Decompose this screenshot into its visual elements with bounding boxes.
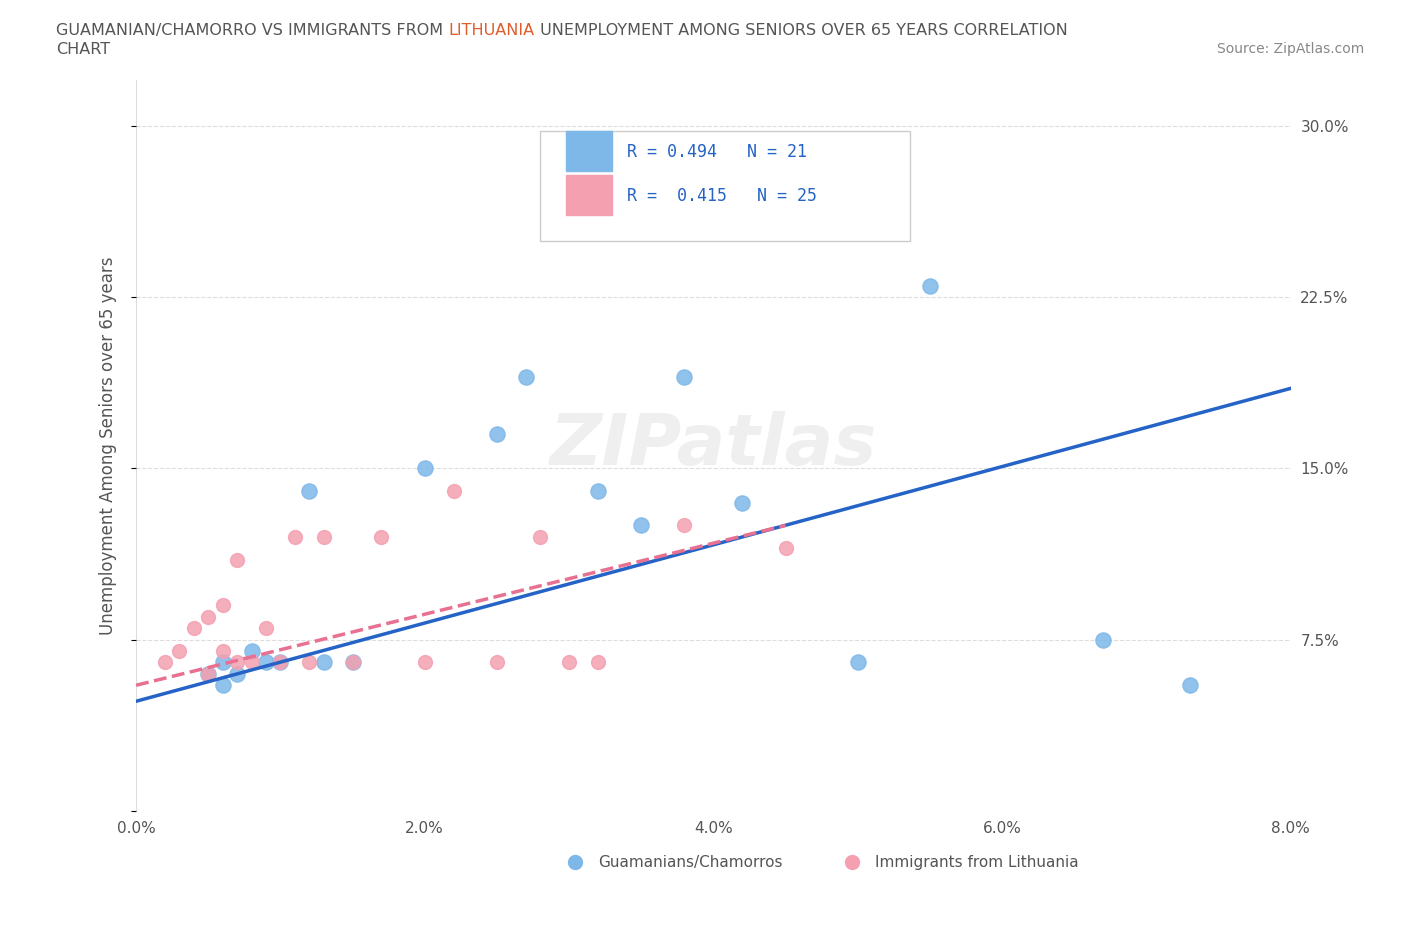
FancyBboxPatch shape: [565, 175, 612, 215]
Point: [211, 644, 233, 658]
Point: [443, 484, 465, 498]
Point: [918, 278, 941, 293]
Text: Immigrants from Lithuania: Immigrants from Lithuania: [875, 855, 1078, 870]
Point: [630, 518, 652, 533]
Point: [197, 667, 219, 682]
Point: [254, 655, 277, 670]
Point: [169, 644, 191, 658]
Point: [226, 655, 249, 670]
Point: [413, 655, 436, 670]
Point: [226, 552, 249, 567]
Point: [342, 655, 364, 670]
Point: [846, 655, 869, 670]
Point: [211, 678, 233, 693]
Point: [197, 667, 219, 682]
Point: [312, 529, 335, 544]
Text: R = 0.494   N = 21: R = 0.494 N = 21: [627, 142, 807, 161]
FancyBboxPatch shape: [540, 131, 910, 241]
Point: [1091, 632, 1114, 647]
Point: [1178, 678, 1201, 693]
Point: [485, 655, 508, 670]
Point: [558, 655, 581, 670]
Text: R =  0.415   N = 25: R = 0.415 N = 25: [627, 187, 817, 205]
Point: [586, 655, 609, 670]
Point: [586, 484, 609, 498]
Point: [673, 369, 696, 384]
Point: [413, 461, 436, 476]
Point: [298, 655, 321, 670]
Point: [284, 529, 307, 544]
Point: [240, 644, 263, 658]
Point: [240, 655, 263, 670]
Point: [673, 518, 696, 533]
Point: [342, 655, 364, 670]
Text: ZIPatlas: ZIPatlas: [550, 411, 877, 480]
Text: LITHUANIA: LITHUANIA: [449, 23, 534, 38]
Point: [485, 427, 508, 442]
Point: [370, 529, 392, 544]
Point: [254, 620, 277, 635]
Point: [515, 369, 537, 384]
FancyBboxPatch shape: [565, 131, 612, 171]
Text: Source: ZipAtlas.com: Source: ZipAtlas.com: [1216, 42, 1364, 56]
Point: [211, 655, 233, 670]
Point: [775, 541, 797, 556]
Point: [731, 495, 754, 510]
Point: [211, 598, 233, 613]
Point: [153, 655, 176, 670]
Text: GUAMANIAN/CHAMORRO VS IMMIGRANTS FROM: GUAMANIAN/CHAMORRO VS IMMIGRANTS FROM: [56, 23, 449, 38]
Point: [269, 655, 291, 670]
Point: [298, 484, 321, 498]
Text: UNEMPLOYMENT AMONG SENIORS OVER 65 YEARS CORRELATION: UNEMPLOYMENT AMONG SENIORS OVER 65 YEARS…: [534, 23, 1067, 38]
Point: [197, 609, 219, 624]
Point: [529, 529, 551, 544]
Point: [226, 667, 249, 682]
Y-axis label: Unemployment Among Seniors over 65 years: Unemployment Among Seniors over 65 years: [100, 257, 117, 635]
Text: Guamanians/Chamorros: Guamanians/Chamorros: [598, 855, 782, 870]
Point: [183, 620, 205, 635]
Point: [312, 655, 335, 670]
Point: [269, 655, 291, 670]
Text: CHART: CHART: [56, 42, 110, 57]
